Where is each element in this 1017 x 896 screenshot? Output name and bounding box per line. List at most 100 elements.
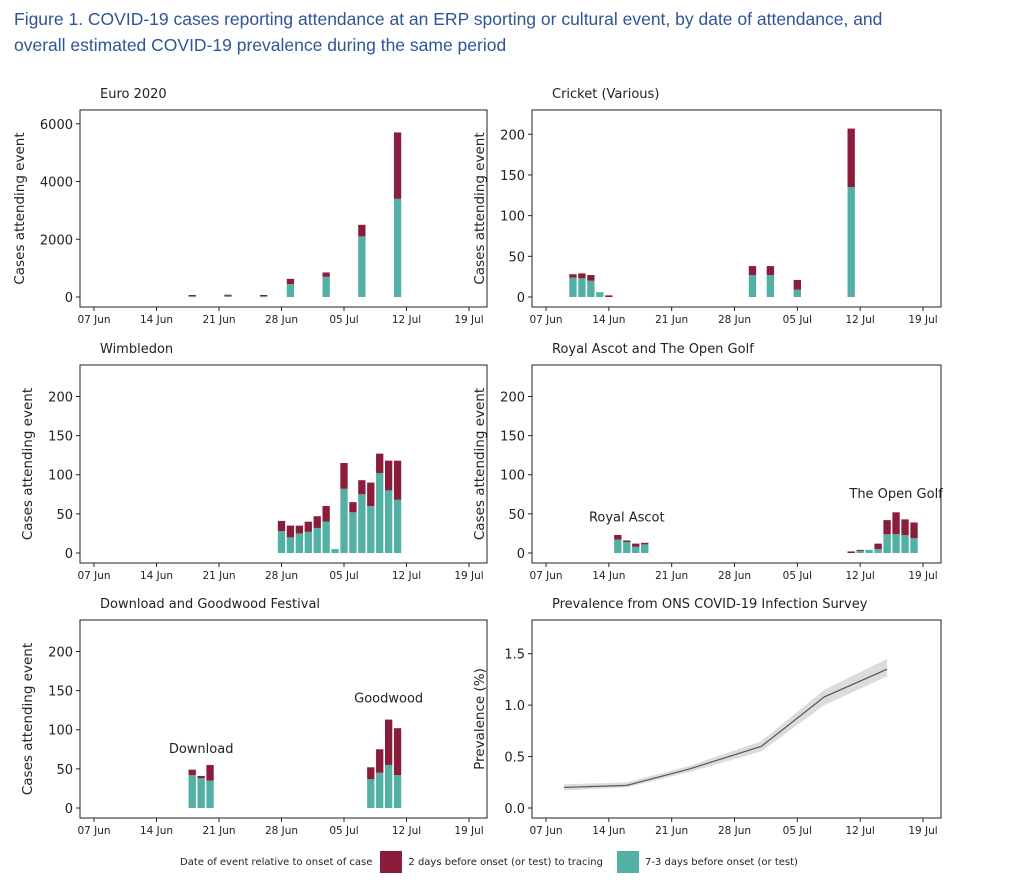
x-tick-label: 14 Jun [592, 570, 625, 582]
bar-early [376, 772, 384, 808]
y-tick-label: 150 [500, 169, 525, 184]
legend-item-early: 7-3 days before onset (or test) [616, 851, 798, 873]
bar-late [376, 453, 384, 474]
bar-late [393, 132, 402, 199]
bar-early [393, 198, 402, 297]
legend: Date of event relative to onset of case … [180, 849, 812, 875]
x-tick-label: 05 Jul [329, 570, 358, 582]
x-tick-label: 07 Jun [77, 825, 110, 837]
y-tick-label: 1.0 [504, 699, 525, 714]
x-tick-label: 19 Jul [454, 825, 483, 837]
y-axis-label: Cases attending event [20, 388, 36, 540]
x-tick-label: 19 Jul [908, 825, 937, 837]
x-tick-label: 28 Jun [718, 570, 751, 582]
y-tick-label: 150 [48, 685, 73, 700]
bar-late [286, 525, 295, 538]
bar-late [393, 728, 402, 776]
y-axis-label: Cases attending event [12, 132, 28, 284]
bar-early [322, 276, 330, 297]
figure-title-line-1: Figure 1. COVID-19 cases reporting atten… [14, 9, 883, 29]
bar-late [641, 542, 649, 545]
x-tick-label: 28 Jun [718, 314, 751, 326]
bar-late [295, 525, 304, 534]
bar-early [206, 780, 214, 808]
x-tick-label: 12 Jul [845, 825, 874, 837]
bar-early [865, 549, 873, 553]
y-tick-label: 50 [56, 508, 73, 523]
bar-late [358, 480, 366, 495]
bar-early [384, 764, 393, 808]
bar-early [197, 778, 205, 808]
bar-late [286, 278, 295, 285]
bar-early [587, 280, 595, 297]
x-tick-label: 12 Jul [392, 314, 421, 326]
bar-early [847, 187, 855, 297]
bar-late [322, 272, 330, 277]
y-axis-label: Cases attending event [20, 643, 36, 795]
x-tick-label: 05 Jul [329, 825, 358, 837]
x-tick-label: 12 Jul [392, 825, 421, 837]
bar-early [614, 539, 622, 553]
bar-early [910, 538, 918, 553]
y-tick-label: 150 [48, 430, 73, 445]
bar-late [883, 520, 891, 535]
x-tick-label: 19 Jul [908, 314, 937, 326]
y-axis-label: Prevalence (%) [472, 668, 488, 770]
x-tick-label: 19 Jul [908, 570, 937, 582]
y-tick-label: 0 [517, 547, 525, 562]
panel-title: Euro 2020 [100, 87, 167, 102]
figure-title: Figure 1. COVID-19 cases reporting atten… [14, 6, 1004, 58]
x-tick-label: 12 Jul [392, 570, 421, 582]
annotation-label: Royal Ascot [589, 511, 665, 526]
y-tick-label: 100 [500, 469, 525, 484]
bar-early [286, 537, 295, 553]
bar-late [259, 294, 268, 297]
bar-early [277, 531, 286, 553]
y-tick-label: 0 [65, 291, 73, 306]
bar-late [277, 520, 286, 532]
y-tick-label: 6000 [40, 118, 73, 133]
bar-late [393, 460, 402, 500]
x-tick-label: 07 Jun [77, 314, 110, 326]
figure-title-line-2: overall estimated COVID-19 prevalence du… [14, 35, 507, 55]
x-tick-label: 05 Jul [783, 825, 812, 837]
bar-late [632, 543, 640, 547]
bar-early [393, 775, 402, 808]
panel-title: Prevalence from ONS COVID-19 Infection S… [552, 597, 868, 612]
bar-early [358, 236, 366, 297]
bar-late [224, 294, 232, 296]
bar-early [367, 506, 375, 553]
plot-frame [79, 109, 488, 308]
plot-frame [531, 619, 942, 819]
bar-early [641, 544, 649, 553]
bar-early [901, 535, 909, 553]
y-tick-label: 4000 [40, 176, 73, 191]
x-tick-label: 07 Jun [529, 825, 562, 837]
y-tick-label: 50 [508, 508, 525, 523]
y-tick-label: 0.5 [504, 751, 525, 766]
bar-late [856, 549, 864, 551]
bar-late [578, 273, 586, 279]
x-tick-label: 14 Jun [592, 825, 625, 837]
plot-frame [79, 619, 488, 819]
bar-early [892, 534, 900, 553]
bar-late [358, 224, 366, 237]
y-tick-label: 200 [500, 390, 525, 405]
y-tick-label: 0 [65, 802, 73, 817]
bar-late [793, 279, 802, 290]
y-tick-label: 2000 [40, 233, 73, 248]
legend-label-late: 2 days before onset (or test) to tracing [408, 856, 603, 868]
bar-early [313, 527, 321, 553]
y-axis-label: Cases attending event [472, 132, 488, 284]
y-tick-label: 0 [517, 291, 525, 306]
bar-early [286, 284, 295, 297]
prevalence-line [563, 668, 888, 789]
bar-late [367, 482, 375, 507]
x-tick-label: 28 Jun [265, 314, 298, 326]
prevalence-ci-band [563, 658, 888, 791]
y-tick-label: 0.0 [504, 802, 525, 817]
chart-panel-6: Prevalence from ONS COVID-19 Infection S… [472, 597, 942, 837]
x-tick-label: 14 Jun [140, 570, 173, 582]
legend-swatch-early [616, 851, 639, 873]
